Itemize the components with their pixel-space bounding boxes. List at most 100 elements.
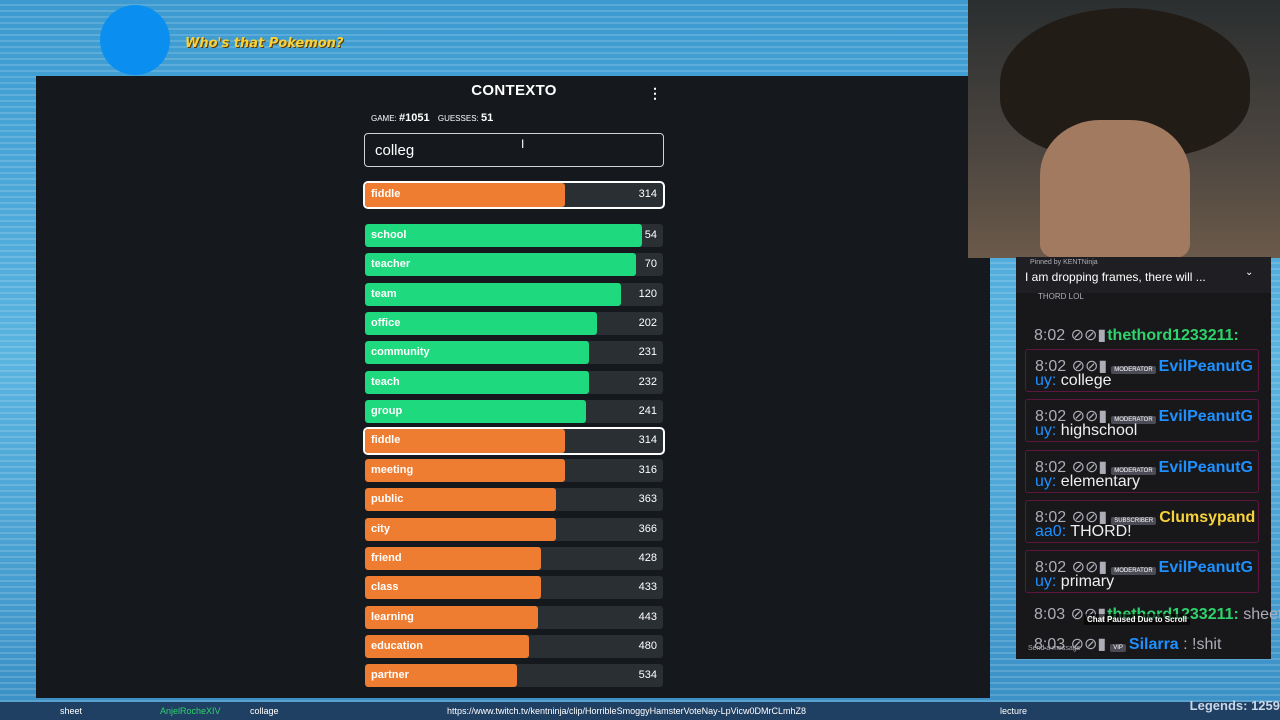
guess-rank: 241 xyxy=(638,405,657,417)
kebab-menu-icon[interactable]: ⋮ xyxy=(648,85,662,101)
chat-mod-tools-icon[interactable]: ⊘⊘▮ xyxy=(1070,327,1107,344)
chat-previous-line: THORD LOL xyxy=(1038,292,1084,301)
guess-word: team xyxy=(371,288,397,300)
guess-input[interactable] xyxy=(364,133,664,167)
chat-badge: MODERATOR xyxy=(1111,416,1156,424)
guess-word: education xyxy=(371,640,423,652)
chat-text: : !shit xyxy=(1183,636,1222,653)
overlay-logo xyxy=(100,5,170,75)
chat-mod-tools-icon[interactable]: ⊘⊘▮ xyxy=(1071,408,1108,425)
chat-username[interactable]: EvilPeanutG xyxy=(1158,459,1253,476)
guess-row: education 480 xyxy=(365,635,663,658)
ticker-url: https://www.twitch.tv/kentninja/clip/Hor… xyxy=(447,706,806,716)
chat-mod-tools-icon[interactable]: ⊘⊘▮ xyxy=(1071,559,1108,576)
guess-rank: 70 xyxy=(644,258,657,270)
guess-row: fiddle 314 xyxy=(363,427,665,455)
guess-word: community xyxy=(371,346,430,358)
last-guess-bar xyxy=(365,183,565,207)
guess-row: office 202 xyxy=(365,312,663,335)
guess-bar xyxy=(365,371,589,394)
guess-row: teacher 70 xyxy=(365,253,663,276)
guess-row: city 366 xyxy=(365,518,663,541)
chat-badge: MODERATOR xyxy=(1111,567,1156,575)
guess-word: friend xyxy=(371,552,402,564)
text-cursor-icon: I xyxy=(521,137,525,151)
chat-username[interactable]: EvilPeanutG xyxy=(1158,559,1253,576)
guess-rank: 534 xyxy=(638,669,657,681)
pinned-message[interactable] xyxy=(1016,257,1271,293)
chat-user-tail: aa0: xyxy=(1035,523,1067,540)
ticker-user: AnjelRocheXIV xyxy=(160,706,221,716)
chat-paused-banner[interactable]: Chat Paused Due to Scroll xyxy=(1084,614,1191,625)
guess-rank: 316 xyxy=(638,464,657,476)
game-number: #1051 xyxy=(399,112,430,124)
guess-row: partner 534 xyxy=(365,664,663,687)
chat-time: 8:02 xyxy=(1035,559,1067,576)
chevron-down-icon[interactable]: ⌄ xyxy=(1245,267,1254,278)
guess-rank: 363 xyxy=(638,493,657,505)
chat-text: highschool xyxy=(1060,422,1138,439)
guess-row: public 363 xyxy=(365,488,663,511)
guess-rank: 428 xyxy=(638,552,657,564)
guess-rank: 480 xyxy=(638,640,657,652)
guess-bar xyxy=(365,429,565,453)
chat-time: 8:02 xyxy=(1035,509,1067,526)
chat-mod-tools-icon[interactable]: ⊘⊘▮ xyxy=(1071,509,1108,526)
chat-username[interactable]: EvilPeanutG xyxy=(1158,358,1253,375)
guess-row: meeting 316 xyxy=(365,459,663,482)
guess-bar xyxy=(365,283,622,306)
guess-rank: 54 xyxy=(644,229,657,241)
chat-mod-tools-icon[interactable]: ⊘⊘▮ xyxy=(1071,459,1108,476)
guess-rank: 202 xyxy=(638,317,657,329)
guess-row: class 433 xyxy=(365,576,663,599)
chat-message: 8:02 ⊘⊘▮ MODERATOR EvilPeanutG uy: college xyxy=(1025,349,1259,392)
chat-send-input[interactable]: Send a message xyxy=(1028,645,1081,652)
guess-rank: 366 xyxy=(638,523,657,535)
guess-row: community 231 xyxy=(365,341,663,364)
chat-username[interactable]: Clumsypand xyxy=(1159,509,1256,526)
stream-ticker: sheet AnjelRocheXIV collage https://www.… xyxy=(0,702,1280,720)
pinned-text: I am dropping frames, there will ... xyxy=(1025,270,1206,284)
chat-time: 8:03 xyxy=(1034,636,1066,653)
guess-bar xyxy=(365,576,541,599)
ticker-item-3: lecture xyxy=(1000,706,1028,716)
guess-word: public xyxy=(371,493,404,505)
chat-badge: VIP xyxy=(1110,644,1126,652)
chat-text: primary xyxy=(1060,573,1115,590)
guess-word: group xyxy=(371,405,403,417)
guess-word: meeting xyxy=(371,464,414,476)
guess-bar xyxy=(365,341,589,364)
chat-time: 8:02 xyxy=(1035,459,1067,476)
chat-message: 8:02 ⊘⊘▮ MODERATOR EvilPeanutG uy: highscho… xyxy=(1025,399,1259,442)
webcam-face xyxy=(1040,120,1190,258)
page-title: CONTEXTO xyxy=(471,82,557,99)
guess-rank: 231 xyxy=(638,346,657,358)
guess-word: fiddle xyxy=(371,434,401,446)
ticker-item-1: sheet xyxy=(60,706,83,716)
last-guess-word: fiddle xyxy=(371,188,401,200)
guess-word: partner xyxy=(371,669,409,681)
chat-message: 8:02 ⊘⊘▮ MODERATOR EvilPeanutG uy: primary xyxy=(1025,550,1259,593)
guess-bar xyxy=(365,635,529,658)
chat-username[interactable]: thethord1233211: xyxy=(1107,327,1239,344)
chat-mod-tools-icon[interactable]: ⊘⊘▮ xyxy=(1070,636,1107,653)
chat-badge: MODERATOR xyxy=(1111,366,1156,374)
chat-text: elementary xyxy=(1060,473,1140,490)
chat-username[interactable]: Silarra xyxy=(1128,636,1179,653)
guess-word: city xyxy=(371,523,390,535)
guess-row: school 54 xyxy=(365,224,663,247)
ticker-item-2: collage xyxy=(250,706,279,716)
chat-time: 8:02 xyxy=(1035,358,1067,375)
game-stats: GAME: #1051 GUESSES: 51 xyxy=(371,112,493,124)
guesses-count: 51 xyxy=(480,112,494,124)
chat-time: 8:03 xyxy=(1034,606,1066,623)
chat-message: 8:02 ⊘⊘▮ MODERATOR EvilPeanutG uy: elementa… xyxy=(1025,450,1259,493)
guess-bar xyxy=(365,459,565,482)
guess-bar xyxy=(365,253,637,276)
chat-time: 8:02 xyxy=(1035,408,1067,425)
chat-mod-tools-icon[interactable]: ⊘⊘▮ xyxy=(1071,358,1108,375)
guess-word: learning xyxy=(371,611,414,623)
chat-username[interactable]: EvilPeanutG xyxy=(1158,408,1253,425)
guess-word: class xyxy=(371,581,399,593)
chat-user-tail: uy: xyxy=(1035,573,1057,590)
